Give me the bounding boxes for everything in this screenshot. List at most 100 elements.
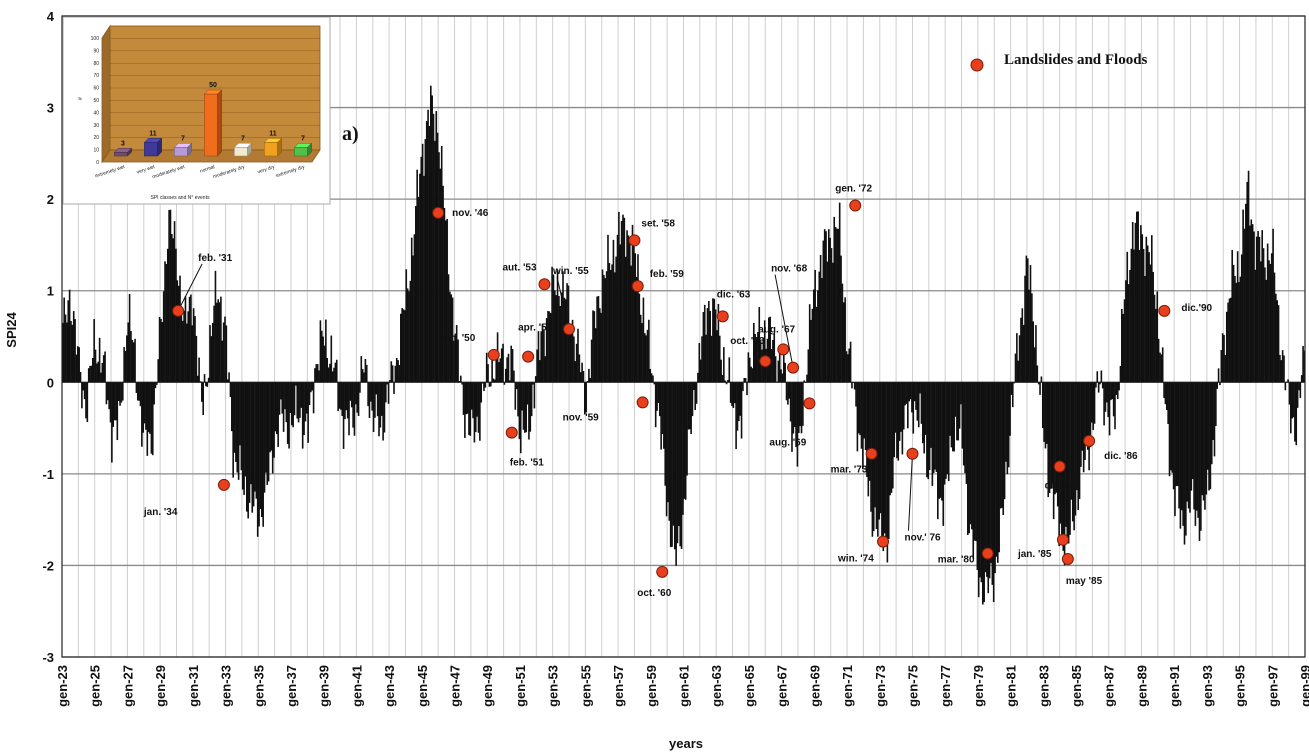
spi24-bar xyxy=(220,296,222,383)
spi24-bar xyxy=(522,382,525,430)
spi24-bar xyxy=(1174,382,1176,517)
spi24-bar xyxy=(866,382,868,477)
spi24-bar xyxy=(173,221,176,383)
spi24-bar xyxy=(255,382,258,499)
spi24-bar xyxy=(1131,221,1134,383)
x-tick-label: gen-47 xyxy=(448,665,463,707)
spi24-bar xyxy=(248,382,251,503)
spi24-bar xyxy=(789,382,792,422)
spi24-bar xyxy=(506,357,508,383)
x-tick-label: gen-79 xyxy=(971,665,986,707)
spi24-bar xyxy=(849,341,852,383)
spi24-bar xyxy=(642,297,645,383)
spi24-bar xyxy=(1186,382,1189,502)
spi24-bar xyxy=(744,378,747,383)
spi24-bar xyxy=(811,308,814,383)
spi24-bar xyxy=(400,313,402,383)
spi24-bar xyxy=(232,382,234,478)
spi24-bar xyxy=(714,309,717,383)
spi24-bar xyxy=(1056,382,1059,507)
spi24-bar xyxy=(1268,260,1270,383)
spi24-bar xyxy=(427,109,429,383)
spi24-bar xyxy=(318,370,320,383)
spi24-bar xyxy=(917,382,920,428)
spi24-bar xyxy=(992,382,995,603)
spi24-bar xyxy=(439,168,442,383)
spi24-bar xyxy=(338,382,341,409)
y-tick-label: 2 xyxy=(47,192,54,207)
spi24-bar xyxy=(76,346,79,383)
spi24-bar xyxy=(229,382,232,398)
spi24-bar xyxy=(455,325,458,383)
inset-bar xyxy=(114,152,128,157)
spi24-bar xyxy=(1291,382,1293,419)
spi24-bar xyxy=(653,382,656,385)
inset-bar xyxy=(264,142,278,157)
spi24-bar xyxy=(214,270,217,383)
spi24-bar xyxy=(800,382,803,434)
spi24-bar xyxy=(558,295,560,383)
spi24-bar xyxy=(555,295,557,383)
spi24-bar xyxy=(581,362,583,383)
spi24-bar xyxy=(654,382,657,428)
spi24-bar xyxy=(688,382,691,430)
spi24-bar xyxy=(904,382,906,406)
spi24-bar xyxy=(551,266,553,383)
spi24-bar xyxy=(390,361,393,383)
spi24-bar xyxy=(594,328,597,383)
spi24-bar xyxy=(295,382,297,386)
spi24-bar xyxy=(289,382,292,414)
spi24-bar xyxy=(262,382,264,527)
spi24-bar xyxy=(115,382,117,421)
spi24-bar xyxy=(1114,382,1116,430)
spi24-bar xyxy=(1187,382,1190,509)
spi24-bar xyxy=(241,382,244,490)
spi24-bar xyxy=(101,362,104,383)
spi24-bar xyxy=(718,335,721,383)
spi24-bar xyxy=(1260,261,1262,383)
spi24-bar xyxy=(897,382,900,461)
spi24-bar xyxy=(1091,382,1093,423)
spi24-bar xyxy=(958,382,961,429)
inset-bar-side xyxy=(127,147,132,157)
spi24-bar xyxy=(391,365,394,383)
spi24-bar xyxy=(1231,249,1234,383)
spi24-bar xyxy=(984,382,987,573)
spi24-bar xyxy=(398,365,401,383)
spi24-bar xyxy=(890,382,893,493)
spi24-bar xyxy=(149,382,151,434)
spi24-bar xyxy=(690,382,692,435)
spi24-bar xyxy=(926,382,928,478)
spi24-bar xyxy=(331,371,334,383)
spi24-bar xyxy=(785,382,788,401)
legend: Landslides and Floods xyxy=(970,52,1148,72)
spi24-bar xyxy=(413,234,416,383)
spi24-bar xyxy=(740,382,743,439)
spi24-bar xyxy=(554,290,556,383)
spi24-bar xyxy=(131,339,134,383)
spi24-bar xyxy=(729,382,732,403)
spi24-bar xyxy=(578,354,581,383)
spi24-bar xyxy=(539,360,541,383)
spi24-bar xyxy=(733,382,736,404)
spi24-bar xyxy=(401,308,403,383)
spi24-bar xyxy=(562,271,564,383)
spi24-bar xyxy=(335,359,338,383)
event-marker xyxy=(1053,460,1066,473)
spi24-bar xyxy=(945,382,947,479)
spi24-bar xyxy=(747,352,750,383)
inset-category-label: very dry xyxy=(257,164,276,175)
spi24-bar xyxy=(472,382,474,419)
spi24-bar xyxy=(795,382,797,448)
spi24-bar xyxy=(1002,382,1005,516)
spi24-bar xyxy=(549,313,552,383)
spi24-bar xyxy=(878,382,881,520)
spi24-bar xyxy=(190,294,192,383)
spi24-bar xyxy=(1295,382,1298,446)
spi24-bar xyxy=(1061,382,1063,535)
spi24-bar xyxy=(164,261,166,383)
event-marker xyxy=(1083,434,1096,447)
inset-bar-value-label: 3 xyxy=(121,140,125,147)
spi24-bar xyxy=(857,382,860,434)
